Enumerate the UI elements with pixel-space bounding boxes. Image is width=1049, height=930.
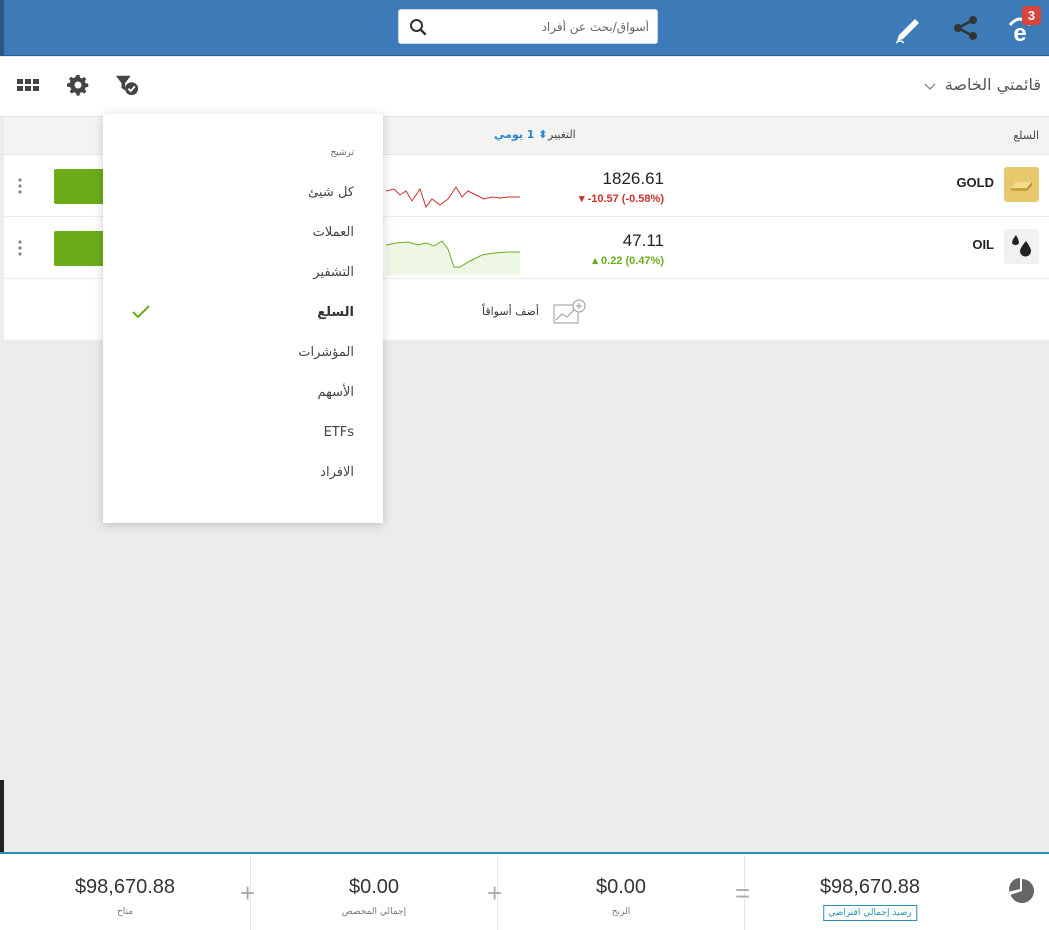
- filter-item-label: السلع: [317, 305, 354, 320]
- profit-cell: $0.00 الربح: [498, 854, 744, 930]
- filter-item-label: التشفير: [313, 265, 354, 280]
- filter-dropdown: ترشيح كل شيئ العملات التشفير السلع المؤش…: [103, 114, 383, 523]
- price: 1826.61: [602, 169, 664, 188]
- left-edge-strip: [0, 780, 4, 852]
- add-markets-button[interactable]: أضف أسواقاً: [482, 297, 592, 327]
- filter-item-commodities[interactable]: السلع: [103, 298, 383, 328]
- period-selector[interactable]: ⬍ 1 يومي: [494, 128, 548, 141]
- available-value: $98,670.88: [74, 876, 176, 898]
- filter-title: ترشيح: [330, 148, 354, 158]
- column-name: السلع: [1013, 129, 1039, 142]
- equity-value: $98,670.88: [819, 876, 921, 898]
- down-arrow-icon: ▾: [578, 193, 585, 205]
- price: 47.11: [622, 231, 664, 250]
- svg-text:e: e: [1013, 20, 1026, 45]
- chevron-down-icon[interactable]: [924, 81, 936, 91]
- allocated-label: إجمالي المخصص: [341, 907, 407, 917]
- filter-item-stocks[interactable]: الأسهم: [103, 378, 383, 408]
- available-cell: $98,670.88 متاح: [0, 854, 250, 930]
- search-input[interactable]: [431, 10, 649, 43]
- period-label: 1 يومي: [494, 128, 535, 141]
- add-chart-icon: [553, 299, 586, 324]
- filter-item-currencies[interactable]: العملات: [103, 218, 383, 248]
- top-bar: e 3: [0, 0, 1049, 56]
- filter-icon[interactable]: [115, 73, 139, 97]
- more-options-icon[interactable]: [18, 177, 22, 195]
- filter-item-label: الأسهم: [317, 385, 354, 400]
- filter-item-label: العملات: [312, 225, 354, 240]
- add-markets-label: أضف أسواقاً: [482, 305, 539, 318]
- symbol[interactable]: GOLD: [956, 175, 994, 190]
- gold-icon: [1004, 167, 1039, 202]
- oil-drop-icon: [1004, 229, 1039, 264]
- column-change: التغيير: [548, 128, 576, 141]
- pie-chart-icon[interactable]: [1009, 878, 1035, 904]
- filter-item-label: ETFs: [323, 425, 354, 440]
- left-edge: [0, 0, 4, 56]
- search-icon[interactable]: [409, 18, 427, 36]
- search-box[interactable]: [398, 9, 658, 44]
- equals-icon: =: [735, 878, 751, 908]
- filter-item-indices[interactable]: المؤشرات: [103, 338, 383, 368]
- filter-item-all[interactable]: كل شيئ: [103, 178, 383, 208]
- filter-item-people[interactable]: الافراد: [103, 458, 383, 488]
- account-footer: $98,670.88 متاح + $0.00 إجمالي المخصص + …: [0, 852, 1049, 930]
- allocated-value: $0.00: [348, 876, 400, 898]
- plus-icon: +: [487, 878, 503, 908]
- profit-label: الربح: [611, 907, 631, 917]
- divider: [250, 856, 251, 930]
- share-icon[interactable]: [946, 8, 986, 48]
- equity-cell: $98,670.88 رصيد إجمالي افتراضي: [745, 854, 995, 930]
- profit-value: $0.00: [595, 876, 647, 898]
- edit-pen-icon[interactable]: [888, 8, 928, 48]
- change-value: ▴ 0.22 (0.47%): [544, 254, 664, 267]
- up-arrow-icon: ▴: [592, 255, 598, 267]
- divider: [497, 856, 498, 930]
- equity-label[interactable]: رصيد إجمالي افتراضي: [823, 905, 917, 921]
- divider: [744, 856, 745, 930]
- grid-icon[interactable]: [16, 73, 40, 97]
- change-value: ▾ -10.57 (-0.58%): [544, 192, 664, 205]
- gear-icon[interactable]: [66, 73, 90, 97]
- watchlist-title[interactable]: قائمتي الخاصة: [944, 75, 1041, 94]
- symbol[interactable]: OIL: [972, 237, 994, 252]
- filter-item-etfs[interactable]: ETFs: [103, 418, 383, 448]
- sparkline-chart: [386, 186, 520, 209]
- change-text: -10.57 (-0.58%): [587, 193, 664, 205]
- checkmark-icon: [132, 305, 150, 319]
- notification-badge[interactable]: 3: [1022, 6, 1041, 25]
- filter-item-label: المؤشرات: [298, 345, 354, 360]
- filter-item-label: الافراد: [320, 465, 354, 480]
- filter-item-crypto[interactable]: التشفير: [103, 258, 383, 288]
- more-options-icon[interactable]: [18, 239, 22, 257]
- sparkline-chart: [386, 240, 520, 275]
- allocated-cell: $0.00 إجمالي المخصص: [251, 854, 497, 930]
- available-label: متاح: [116, 907, 134, 917]
- change-text: 0.22 (0.47%): [601, 255, 664, 267]
- plus-icon: +: [240, 878, 256, 908]
- sort-icon: ⬍: [538, 128, 548, 141]
- toolbar: قائمتي الخاصة: [0, 57, 1049, 117]
- filter-item-label: كل شيئ: [308, 185, 354, 200]
